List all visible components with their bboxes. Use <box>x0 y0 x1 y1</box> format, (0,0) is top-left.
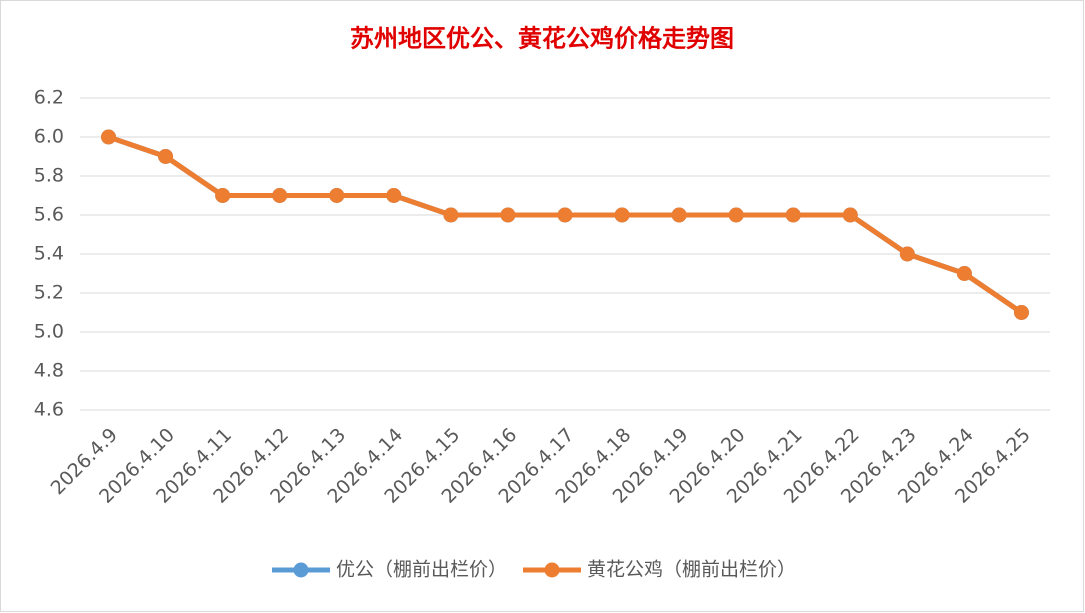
data-point <box>785 207 801 223</box>
y-tick-label: 5.6 <box>34 204 64 226</box>
data-point <box>215 188 231 203</box>
data-point <box>500 207 516 223</box>
y-tick-label: 4.8 <box>34 360 64 382</box>
data-point <box>101 129 117 145</box>
data-point <box>158 149 174 164</box>
data-point <box>386 188 402 203</box>
data-point <box>329 188 345 203</box>
data-point <box>842 207 858 223</box>
data-point <box>956 266 972 281</box>
legend-label: 优公（棚前出栏价） <box>336 559 507 581</box>
chart-title: 苏州地区优公、黄花公鸡价格走势图 <box>350 24 734 53</box>
legend-marker <box>544 562 560 578</box>
data-point <box>272 188 288 203</box>
data-point <box>728 207 744 223</box>
data-point <box>671 207 687 223</box>
y-tick-label: 6.2 <box>34 87 64 109</box>
data-point <box>899 246 915 262</box>
y-tick-label: 5.8 <box>34 165 64 187</box>
data-point <box>443 207 459 223</box>
legend-marker <box>293 562 309 578</box>
y-tick-label: 5.0 <box>34 321 64 343</box>
y-tick-label: 5.2 <box>34 282 64 304</box>
data-point <box>1013 305 1029 320</box>
data-point <box>557 207 573 223</box>
legend-label: 黄花公鸡（棚前出栏价） <box>587 559 796 581</box>
y-tick-label: 5.4 <box>34 243 64 265</box>
data-point <box>614 207 630 223</box>
y-tick-label: 6.0 <box>34 126 64 148</box>
y-tick-label: 4.6 <box>34 399 64 421</box>
